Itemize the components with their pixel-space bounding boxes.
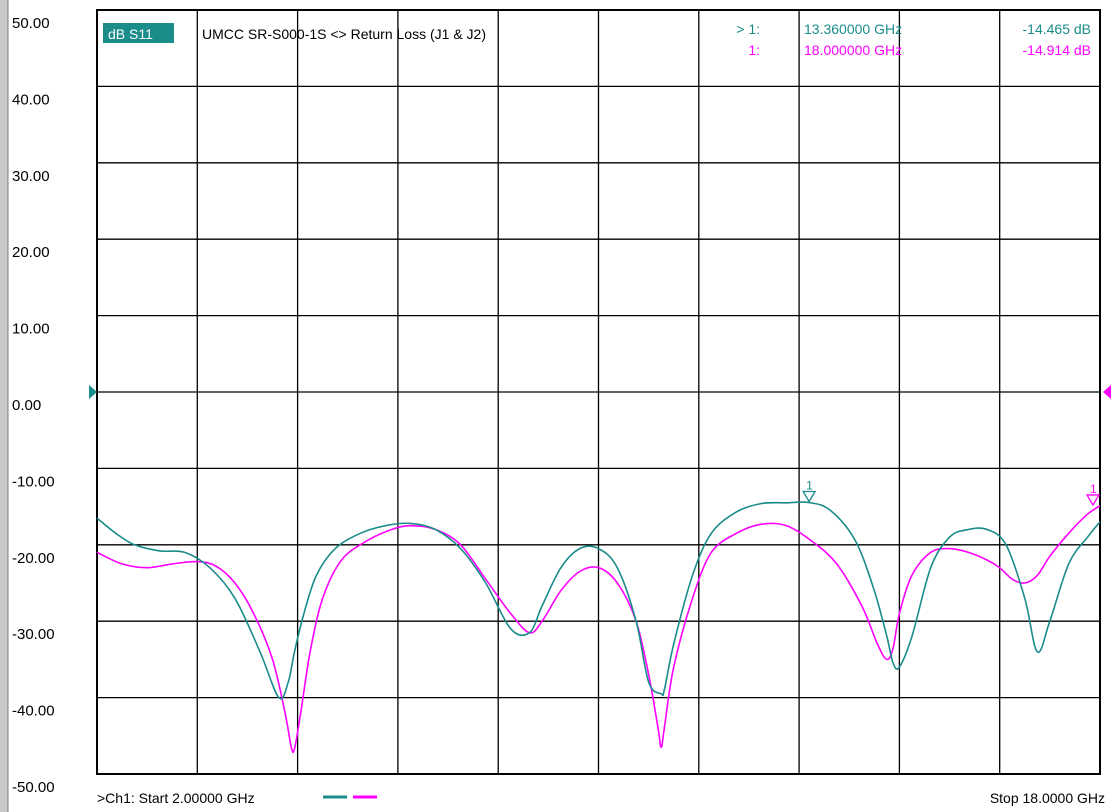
y-tick-label: 0.00 (12, 397, 41, 414)
y-axis-ticks: 50.00 40.00 30.00 20.00 10.00 0.00 -10.00 -20.0… (12, 15, 55, 796)
y-tick-label: -30.00 (12, 626, 55, 643)
marker-number: 1 (1090, 482, 1097, 496)
marker-2-value: -14.914 dB (1023, 42, 1092, 58)
marker-2-freq: 18.000000 GHz (804, 42, 902, 58)
marker-triangle (1085, 494, 1101, 507)
stop-frequency-label: Stop 18.0000 GHz (990, 790, 1105, 806)
marker-1-freq: 13.360000 GHz (804, 21, 902, 37)
plot-grid (97, 10, 1100, 774)
trace-line (96, 501, 1101, 700)
marker-number: 1 (806, 479, 813, 493)
trace-label: dB S11 (108, 26, 153, 42)
y-tick-label: 40.00 (12, 91, 50, 108)
start-frequency-label: >Ch1: Start 2.00000 GHz (97, 790, 255, 806)
marker-1-id: > 1: (736, 21, 760, 37)
marker-1-value: -14.465 dB (1023, 21, 1092, 37)
reference-markers (89, 385, 1111, 399)
y-tick-label: -20.00 (12, 550, 55, 567)
y-tick-label: -50.00 (12, 779, 55, 796)
reference-marker-left (89, 385, 97, 399)
trace-line (96, 505, 1101, 754)
y-tick-label: 10.00 (12, 321, 50, 338)
trace-label-bg (103, 23, 174, 43)
reference-marker-right (1103, 385, 1111, 399)
y-tick-label: 20.00 (12, 244, 50, 261)
window-left-border (0, 0, 8, 812)
y-tick-label: -10.00 (12, 473, 55, 490)
chart-title: UMCC SR-S000-1S <> Return Loss (J1 & J2) (202, 26, 486, 42)
y-tick-label: 30.00 (12, 168, 50, 185)
marker-2-id: 1: (748, 42, 760, 58)
y-tick-label: -40.00 (12, 703, 55, 720)
traces (96, 501, 1101, 754)
y-tick-label: 50.00 (12, 15, 50, 32)
marker-triangle (801, 490, 817, 503)
